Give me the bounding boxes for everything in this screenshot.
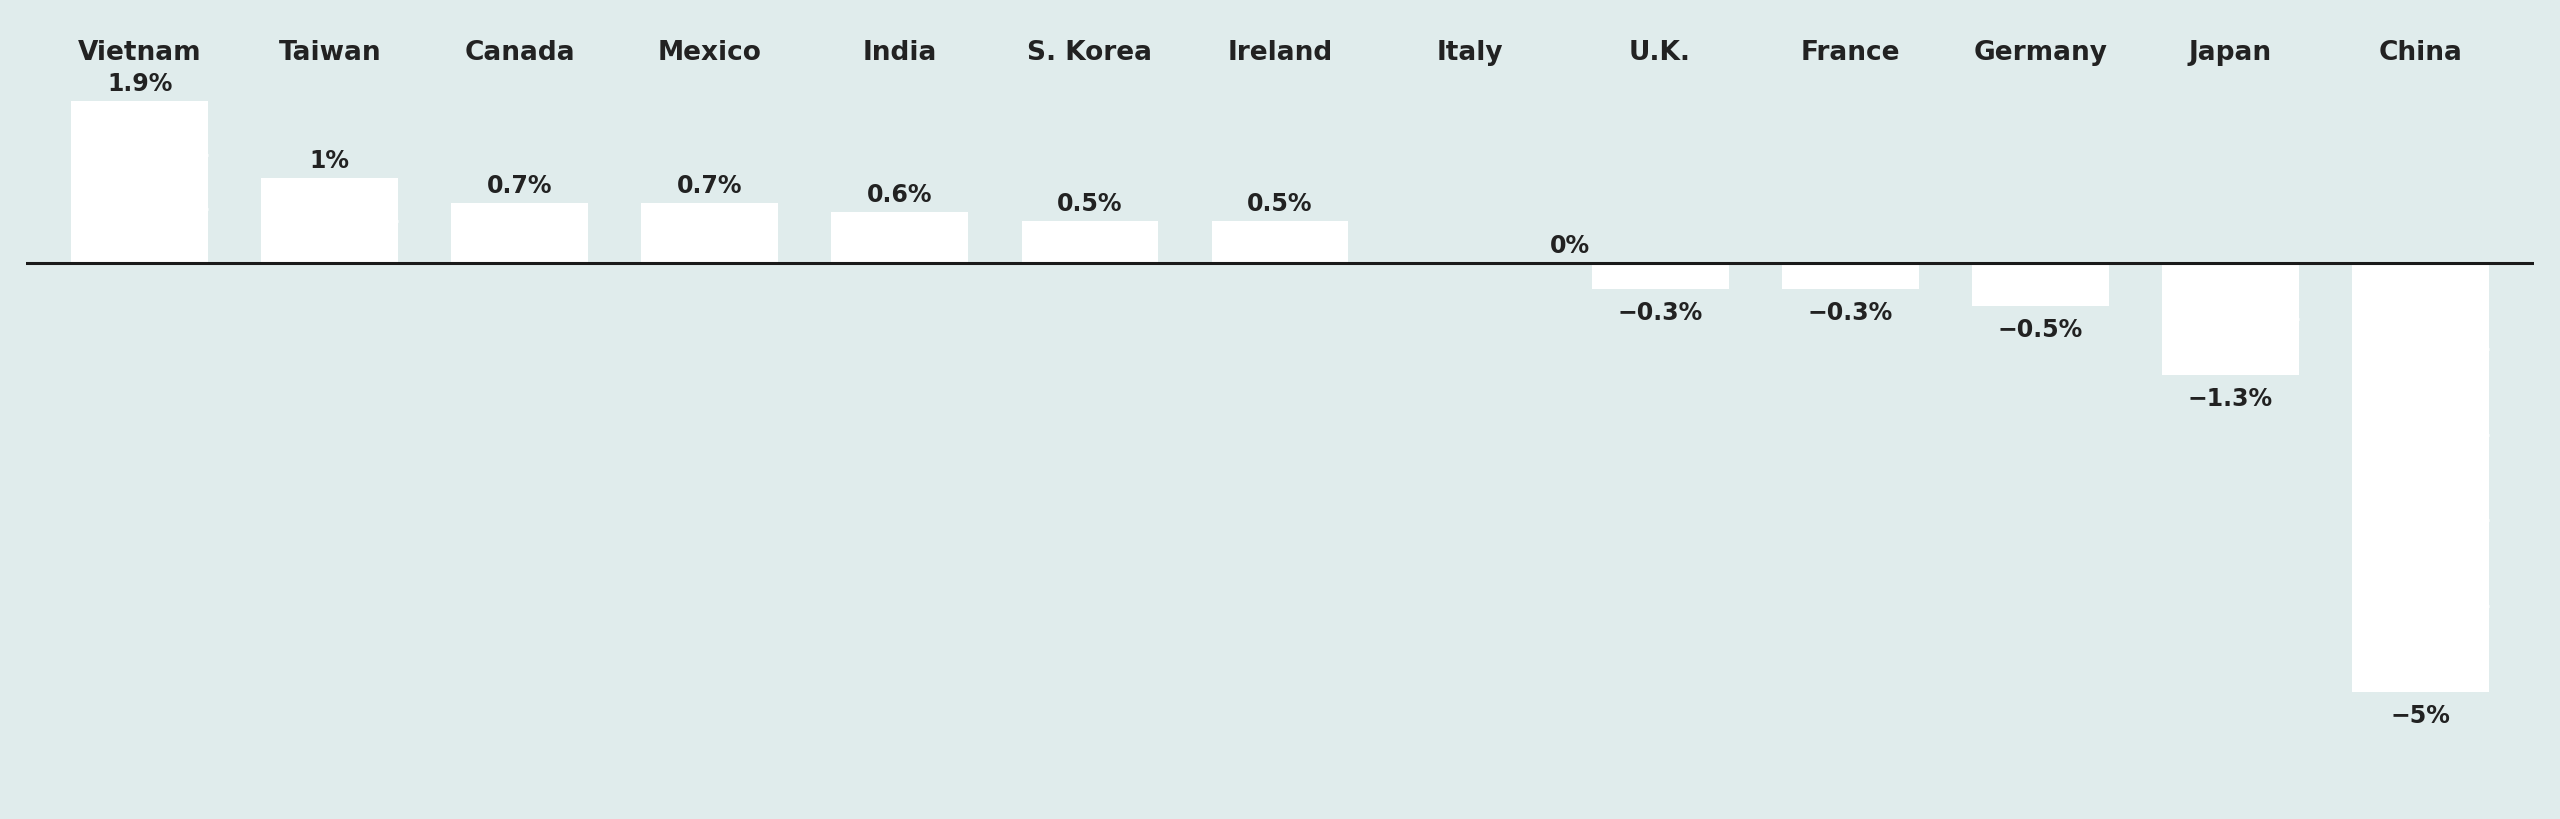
Text: 1%: 1% — [310, 148, 351, 173]
Text: Canada: Canada — [463, 40, 576, 66]
Bar — [1211, 221, 1349, 264]
Bar — [1782, 264, 1917, 290]
Text: France: France — [1800, 40, 1900, 66]
Bar — [1592, 264, 1728, 290]
Text: 0.7%: 0.7% — [486, 174, 553, 198]
Text: India: India — [863, 40, 937, 66]
Text: 0.5%: 0.5% — [1247, 192, 1313, 215]
Bar — [2161, 264, 2299, 375]
Bar — [1592, 264, 1728, 290]
Text: U.K.: U.K. — [1628, 40, 1692, 66]
Text: −0.3%: −0.3% — [1618, 301, 1702, 325]
Bar — [643, 204, 778, 264]
Bar — [832, 213, 968, 264]
Bar — [1021, 221, 1157, 264]
Bar — [643, 204, 778, 264]
Bar — [1971, 264, 2109, 307]
Text: Germany: Germany — [1974, 40, 2107, 66]
Text: −0.3%: −0.3% — [1807, 301, 1892, 325]
Text: −1.3%: −1.3% — [2189, 387, 2273, 410]
Text: Ireland: Ireland — [1226, 40, 1334, 66]
Text: Vietnam: Vietnam — [77, 40, 202, 66]
Text: Japan: Japan — [2189, 40, 2271, 66]
Text: Taiwan: Taiwan — [279, 40, 381, 66]
Text: 0.7%: 0.7% — [676, 174, 742, 198]
Bar — [2353, 264, 2488, 692]
Bar — [1021, 221, 1157, 264]
Bar — [2161, 264, 2299, 375]
Text: China: China — [2378, 40, 2463, 66]
Bar — [1211, 221, 1349, 264]
Bar — [72, 102, 207, 264]
Text: 0.5%: 0.5% — [1057, 192, 1124, 215]
Bar — [832, 213, 968, 264]
Bar — [451, 204, 589, 264]
Text: 0.6%: 0.6% — [868, 183, 932, 206]
Text: −5%: −5% — [2391, 703, 2450, 727]
Bar — [261, 179, 399, 264]
Bar — [1971, 264, 2109, 307]
Text: Italy: Italy — [1436, 40, 1503, 66]
Text: Mexico: Mexico — [658, 40, 763, 66]
Text: 0%: 0% — [1549, 233, 1590, 257]
Bar — [451, 204, 589, 264]
Bar — [261, 179, 399, 264]
Text: S. Korea: S. Korea — [1027, 40, 1152, 66]
Bar — [72, 102, 207, 264]
Text: −0.5%: −0.5% — [1997, 318, 2084, 342]
Bar — [2353, 264, 2488, 692]
Bar — [1782, 264, 1917, 290]
Text: 1.9%: 1.9% — [108, 71, 172, 96]
